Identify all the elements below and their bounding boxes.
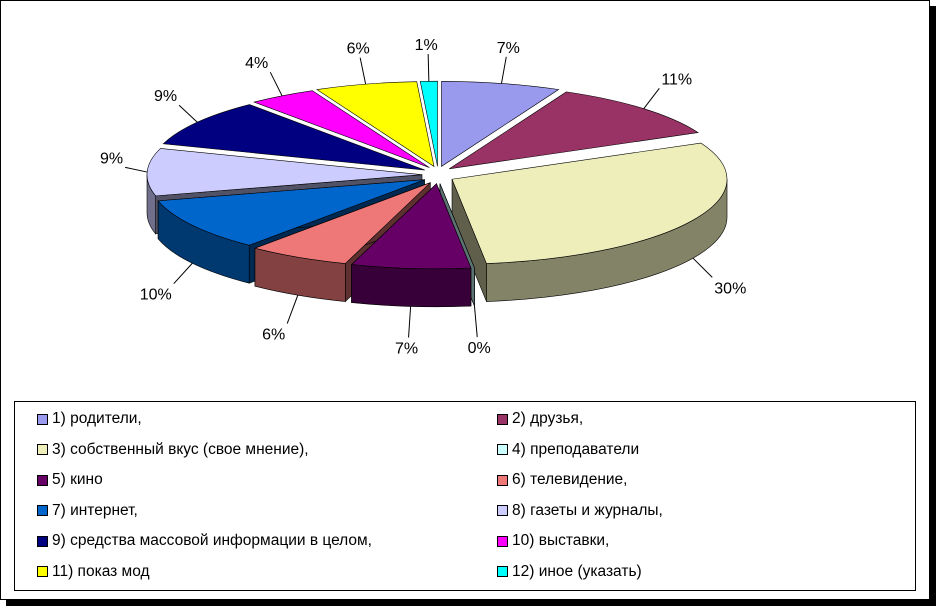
leader-line <box>359 57 367 85</box>
pie-slice-top <box>253 182 431 264</box>
data-label: 9% <box>100 150 123 167</box>
frame-shadow-right <box>930 6 936 606</box>
frame-shadow-bottom <box>6 600 936 606</box>
pie-slice <box>350 183 472 308</box>
leader-line <box>178 104 198 123</box>
leader-line <box>500 56 507 84</box>
pie-slices <box>146 80 728 308</box>
data-label: 0% <box>468 340 491 357</box>
leader-line <box>643 87 660 109</box>
legend-label: 10) выставки, <box>512 532 610 549</box>
pie-slice <box>449 91 699 170</box>
legend-swatch <box>37 413 48 425</box>
pie-slice-top <box>350 183 472 270</box>
pie-chart: 7% 11% 30% 0% 7% 6% 10% 9% 9% 4% 6% 1% <box>100 37 746 357</box>
legend-label: 2) друзья, <box>512 410 584 427</box>
legend-item: 2) друзья, <box>497 408 583 430</box>
legend-label: 11) показ мод <box>52 562 150 580</box>
pie-slice <box>451 142 728 302</box>
pie-slice <box>316 81 435 168</box>
pie-slice-top <box>441 81 560 167</box>
legend-label: 9) средства массовой информации в целом, <box>52 532 372 549</box>
leader-line <box>269 71 283 97</box>
data-label: 9% <box>154 88 177 105</box>
legend-item: 7) интернет, <box>37 500 138 522</box>
legend-swatch <box>37 444 48 455</box>
legend-swatch <box>497 413 508 425</box>
legend-label: 7) интернет, <box>52 501 138 519</box>
legend-swatch <box>37 505 48 516</box>
data-label: 7% <box>395 340 418 357</box>
data-label: 30% <box>714 280 746 297</box>
legend-label: 4) преподаватели <box>512 440 640 458</box>
legend-swatch <box>497 505 508 516</box>
legend-item: 9) средства массовой информации в целом, <box>37 530 372 552</box>
leader-line <box>473 306 478 338</box>
leader-line <box>408 306 412 338</box>
data-label: 4% <box>245 55 268 72</box>
legend-item: 5) кино <box>37 469 103 491</box>
leader-lines <box>125 54 713 338</box>
legend-item: 6) телевидение, <box>497 469 628 491</box>
legend-swatch <box>497 444 508 455</box>
data-label: 6% <box>347 41 370 58</box>
legend-item: 10) выставки, <box>497 530 609 552</box>
data-label: 7% <box>497 40 520 57</box>
leader-line <box>125 166 148 173</box>
legend-swatch <box>497 535 508 547</box>
pie-slice-top <box>451 142 728 264</box>
pie-slice-top <box>316 81 435 168</box>
legend-item: 11) показ мод <box>37 561 150 583</box>
leader-line <box>173 262 193 285</box>
legend-label: 12) иное (указать) <box>512 562 642 580</box>
pie-slice-top <box>146 148 423 197</box>
legend-item: 4) преподаватели <box>497 439 639 461</box>
pie-slice-top <box>449 91 699 170</box>
data-label: 11% <box>661 71 692 88</box>
legend-label: 3) собственный вкус (свое мнение), <box>52 440 309 458</box>
legend-item: 3) собственный вкус (свое мнение), <box>37 439 309 461</box>
legend-swatch <box>37 566 48 577</box>
legend-swatch <box>497 566 508 577</box>
pie-slice-rim <box>351 264 472 308</box>
legend-item: 8) газеты и журналы, <box>497 500 663 522</box>
leader-line <box>286 295 299 324</box>
data-label: 10% <box>140 287 172 304</box>
data-label: 6% <box>262 327 285 344</box>
legend-label: 6) телевидение, <box>512 471 628 488</box>
data-label: 1% <box>415 37 438 54</box>
legend: 1) родители, 2) друзья, 3) собственный вку… <box>14 401 916 591</box>
legend-item: 1) родители, <box>37 408 142 430</box>
legend-swatch <box>37 474 48 486</box>
legend-label: 1) родители, <box>52 410 142 427</box>
legend-swatch <box>37 535 48 547</box>
legend-label: 8) газеты и журналы, <box>512 501 663 519</box>
legend-swatch <box>497 474 508 486</box>
pie-slice-top <box>157 179 425 246</box>
leader-line <box>427 54 430 82</box>
legend-label: 5) кино <box>52 471 103 488</box>
data-labels: 7% 11% 30% 0% 7% 6% 10% 9% 9% 4% 6% 1% <box>100 37 746 357</box>
legend-item: 12) иное (указать) <box>497 561 642 583</box>
pie-slice <box>441 81 560 167</box>
leader-line <box>692 257 713 278</box>
